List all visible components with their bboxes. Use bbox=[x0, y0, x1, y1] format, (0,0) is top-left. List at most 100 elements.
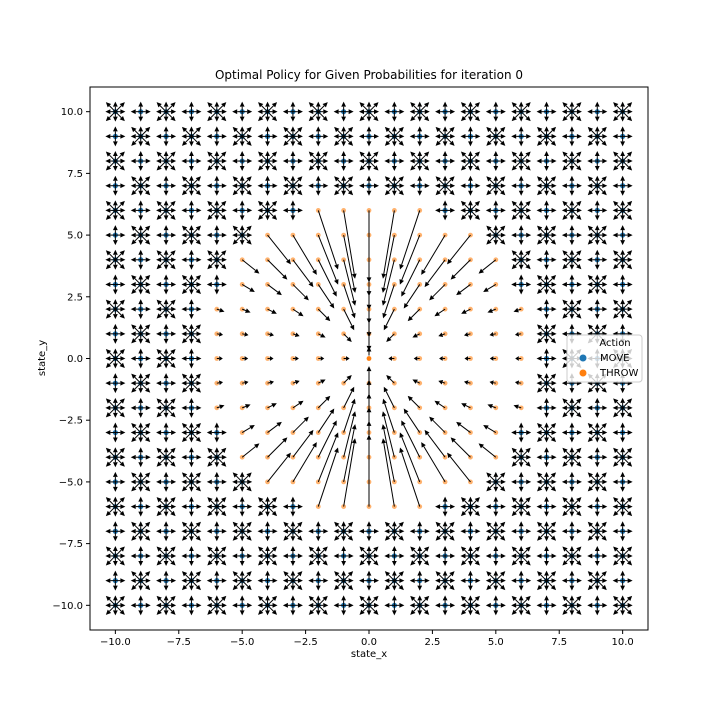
policy-arrow-shaft bbox=[134, 530, 142, 538]
policy-arrow-head bbox=[537, 535, 543, 541]
policy-arrow-head bbox=[181, 373, 188, 379]
policy-arrow-head bbox=[282, 208, 288, 213]
policy-arrow-head bbox=[537, 239, 543, 245]
policy-arrow-head bbox=[156, 232, 162, 238]
policy-arrow-head bbox=[511, 214, 517, 220]
policy-arrow-head bbox=[460, 504, 466, 509]
policy-arrow-head bbox=[131, 189, 137, 196]
policy-arrow-head bbox=[562, 151, 568, 157]
policy-arrow-head bbox=[195, 423, 201, 429]
policy-arrow-shaft bbox=[115, 506, 122, 513]
policy-arrow-head bbox=[500, 158, 506, 164]
policy-arrow-head bbox=[207, 609, 213, 615]
policy-arrow-head bbox=[381, 438, 387, 444]
policy-arrow-head bbox=[442, 175, 448, 181]
policy-arrow-shaft bbox=[216, 450, 224, 458]
policy-arrow-head bbox=[145, 528, 151, 534]
policy-arrow-head bbox=[366, 560, 372, 566]
policy-arrow-head bbox=[450, 109, 456, 115]
policy-arrow-shaft bbox=[317, 284, 332, 305]
policy-arrow-head bbox=[424, 109, 430, 115]
y-tick-label: −7.5 bbox=[59, 539, 83, 550]
policy-arrow-head bbox=[569, 141, 575, 147]
policy-arrow-head bbox=[587, 423, 594, 429]
policy-arrow-head bbox=[334, 432, 339, 438]
policy-arrow-head bbox=[195, 436, 201, 443]
policy-arrow-shaft bbox=[482, 446, 497, 458]
policy-arrow-head bbox=[511, 560, 517, 566]
policy-arrow-shaft bbox=[165, 253, 173, 261]
policy-arrow-head bbox=[163, 274, 169, 280]
policy-arrow-shaft bbox=[383, 259, 395, 302]
policy-arrow-shaft bbox=[571, 302, 579, 310]
policy-arrow-head bbox=[551, 454, 557, 460]
policy-arrow-head bbox=[500, 126, 506, 133]
policy-arrow-head bbox=[594, 412, 600, 418]
policy-arrow-shaft bbox=[616, 604, 623, 612]
policy-arrow-head bbox=[544, 560, 549, 566]
policy-arrow-shaft bbox=[210, 555, 218, 563]
policy-arrow-head bbox=[587, 232, 593, 238]
policy-arrow-head bbox=[156, 602, 162, 608]
policy-arrow-head bbox=[195, 176, 201, 182]
policy-arrow-head bbox=[189, 397, 194, 403]
policy-arrow-shaft bbox=[444, 179, 452, 187]
policy-arrow-head bbox=[156, 362, 162, 368]
policy-arrow-head bbox=[290, 595, 296, 601]
policy-arrow-head bbox=[627, 405, 633, 411]
policy-arrow-shaft bbox=[317, 105, 325, 113]
policy-arrow-head bbox=[474, 546, 480, 552]
policy-arrow-head bbox=[381, 300, 387, 306]
policy-arrow-head bbox=[105, 479, 111, 485]
policy-arrow-head bbox=[526, 528, 532, 534]
policy-arrow-head bbox=[163, 511, 169, 517]
policy-arrow-head bbox=[460, 578, 466, 584]
policy-arrow-head bbox=[525, 595, 531, 602]
policy-arrow-head bbox=[450, 578, 456, 584]
policy-arrow-shaft bbox=[292, 179, 300, 187]
policy-arrow-head bbox=[602, 133, 608, 139]
policy-arrow-head bbox=[569, 595, 575, 601]
policy-arrow-shaft bbox=[115, 352, 122, 359]
policy-arrow-shaft bbox=[616, 500, 623, 507]
policy-arrow-head bbox=[373, 115, 379, 122]
policy-arrow-shaft bbox=[489, 580, 497, 587]
policy-arrow-head bbox=[626, 609, 633, 615]
policy-arrow-shaft bbox=[292, 308, 300, 314]
policy-arrow-shaft bbox=[292, 524, 300, 532]
policy-arrow-head bbox=[170, 447, 176, 453]
policy-arrow-head bbox=[620, 422, 626, 428]
policy-arrow-head bbox=[145, 133, 151, 139]
policy-arrow-shaft bbox=[590, 475, 598, 483]
policy-arrow-head bbox=[514, 331, 520, 337]
policy-arrow-head bbox=[239, 151, 245, 157]
policy-arrow-head bbox=[144, 239, 151, 245]
policy-arrow-head bbox=[297, 133, 303, 139]
policy-arrow-head bbox=[247, 553, 253, 559]
policy-arrow-head bbox=[511, 595, 517, 602]
policy-arrow-head bbox=[130, 257, 136, 263]
policy-arrow-head bbox=[612, 158, 618, 164]
policy-arrow-head bbox=[320, 356, 325, 361]
policy-arrow-head bbox=[601, 239, 607, 245]
policy-arrow-head bbox=[526, 109, 532, 115]
policy-arrow-shaft bbox=[185, 333, 192, 341]
policy-arrow-head bbox=[247, 158, 253, 164]
policy-arrow-shaft bbox=[394, 580, 401, 587]
policy-arrow-head bbox=[207, 115, 213, 122]
policy-arrow-shaft bbox=[210, 599, 218, 606]
policy-arrow-head bbox=[156, 497, 162, 503]
policy-arrow-head bbox=[544, 240, 549, 246]
policy-arrow-head bbox=[442, 101, 448, 107]
policy-arrow-shaft bbox=[165, 308, 173, 316]
x-tick-label: 7.5 bbox=[551, 637, 567, 648]
policy-arrow-head bbox=[366, 346, 372, 352]
policy-arrow-head bbox=[282, 602, 288, 608]
policy-arrow-head bbox=[544, 264, 549, 270]
policy-arrow-head bbox=[214, 225, 220, 231]
policy-arrow-head bbox=[435, 208, 441, 213]
policy-arrow-head bbox=[105, 595, 112, 602]
policy-arrow-head bbox=[144, 486, 151, 492]
policy-arrow-head bbox=[475, 158, 481, 164]
policy-arrow-shaft bbox=[616, 308, 623, 316]
